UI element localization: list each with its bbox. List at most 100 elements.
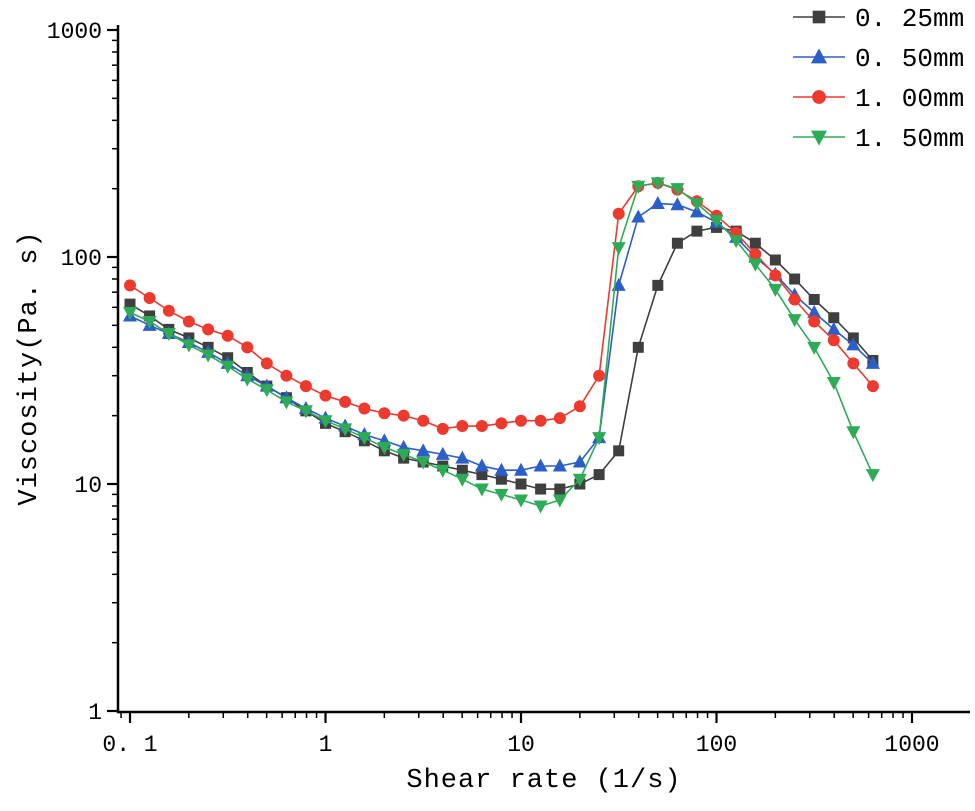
square-marker [456,464,468,476]
triangle-down-marker [748,258,763,272]
circle-marker [436,422,449,435]
triangle-up-marker [533,458,548,472]
legend-entry-050mm: 0. 50mm [793,44,964,74]
circle-marker [812,90,826,104]
triangle-up-marker [810,48,828,64]
y-axis-label: Viscosity(Pa. s) [15,230,45,506]
square-marker [808,293,820,305]
triangle-up-marker [631,209,646,223]
series-025mm [124,221,879,495]
circle-marker [280,369,293,382]
triangle-down-marker [533,500,548,514]
triangle-up-marker [514,462,528,476]
triangle-down-marker [787,314,802,328]
circle-marker [299,380,312,393]
x-tick-label: 0. 1 [102,732,157,758]
circle-marker [515,414,527,427]
square-marker [515,478,527,490]
triangle-down-marker [807,341,822,355]
circle-marker [475,420,488,433]
circle-marker [769,269,782,282]
triangle-down-marker [810,130,828,146]
triangle-down-marker [729,235,744,249]
triangle-up-marker [670,197,685,211]
square-marker [652,279,664,291]
triangle-up-marker [474,458,489,472]
x-tick-label: 1 [319,732,333,758]
x-tick-label: 100 [696,732,737,758]
series-050mm [123,196,880,476]
legend-entry-150mm: 1. 50mm [793,124,964,154]
triangle-down-marker [377,441,392,455]
triangle-down-marker [142,315,157,329]
triangle-down-marker [494,488,509,502]
triangle-down-marker [650,177,665,191]
triangle-up-marker [494,462,509,476]
square-marker [535,483,547,495]
circle-marker [260,357,273,370]
circle-marker [847,357,860,370]
circle-marker [143,291,156,304]
triangle-up-marker [865,355,880,369]
square-marker [124,298,136,310]
triangle-up-marker [650,196,665,210]
y-tick-label: 1 [88,700,102,726]
circle-marker [612,207,625,220]
square-marker [691,225,703,237]
triangle-down-marker [220,360,235,374]
circle-marker [534,414,547,427]
triangle-down-marker [338,423,353,437]
square-marker [613,445,625,457]
circle-marker [397,409,410,422]
triangle-down-marker [416,456,431,470]
triangle-down-marker [123,306,137,320]
square-marker [812,10,826,24]
circle-marker [202,323,215,336]
triangle-down-marker [279,396,294,410]
square-marker [671,237,683,249]
circle-marker [749,248,762,261]
square-marker [476,469,488,481]
circle-marker [788,293,801,306]
triangle-down-marker [259,384,274,398]
circle-marker [221,329,234,342]
square-marker [495,473,507,485]
square-marker [144,310,156,322]
legend-entry-025mm: 0. 25mm [793,4,964,34]
triangle-down-marker [396,448,411,462]
triangle-down-marker [670,183,685,197]
triangle-down-marker [298,405,313,419]
triangle-down-marker [240,373,255,387]
square-marker [769,254,781,266]
circle-marker [319,389,332,402]
circle-marker [573,400,586,413]
triangle-down-marker [826,376,841,390]
triangle-down-marker [611,242,626,256]
triangle-up-marker [552,458,567,472]
circle-marker [593,369,606,382]
triangle-down-marker [474,483,489,497]
circle-marker [553,412,566,425]
y-tick-label: 1000 [47,19,102,45]
triangle-down-marker [846,426,861,440]
series-150mm [123,177,880,514]
circle-marker [495,417,508,430]
triangle-down-marker [552,494,567,508]
triangle-down-marker [181,339,196,353]
triangle-up-marker [846,337,861,351]
x-tick-label: 10 [507,732,535,758]
circle-marker [162,304,175,317]
triangle-up-marker [416,443,431,457]
series-050mm-line [129,202,874,472]
triangle-down-marker [865,469,880,483]
square-marker [554,483,566,495]
square-marker [593,469,605,481]
circle-marker [808,315,821,328]
triangle-down-marker [631,180,646,194]
circle-marker [339,395,352,408]
y-tick-label: 10 [74,473,102,499]
legend-label: 0. 25mm [855,4,964,34]
circle-marker [417,414,430,427]
